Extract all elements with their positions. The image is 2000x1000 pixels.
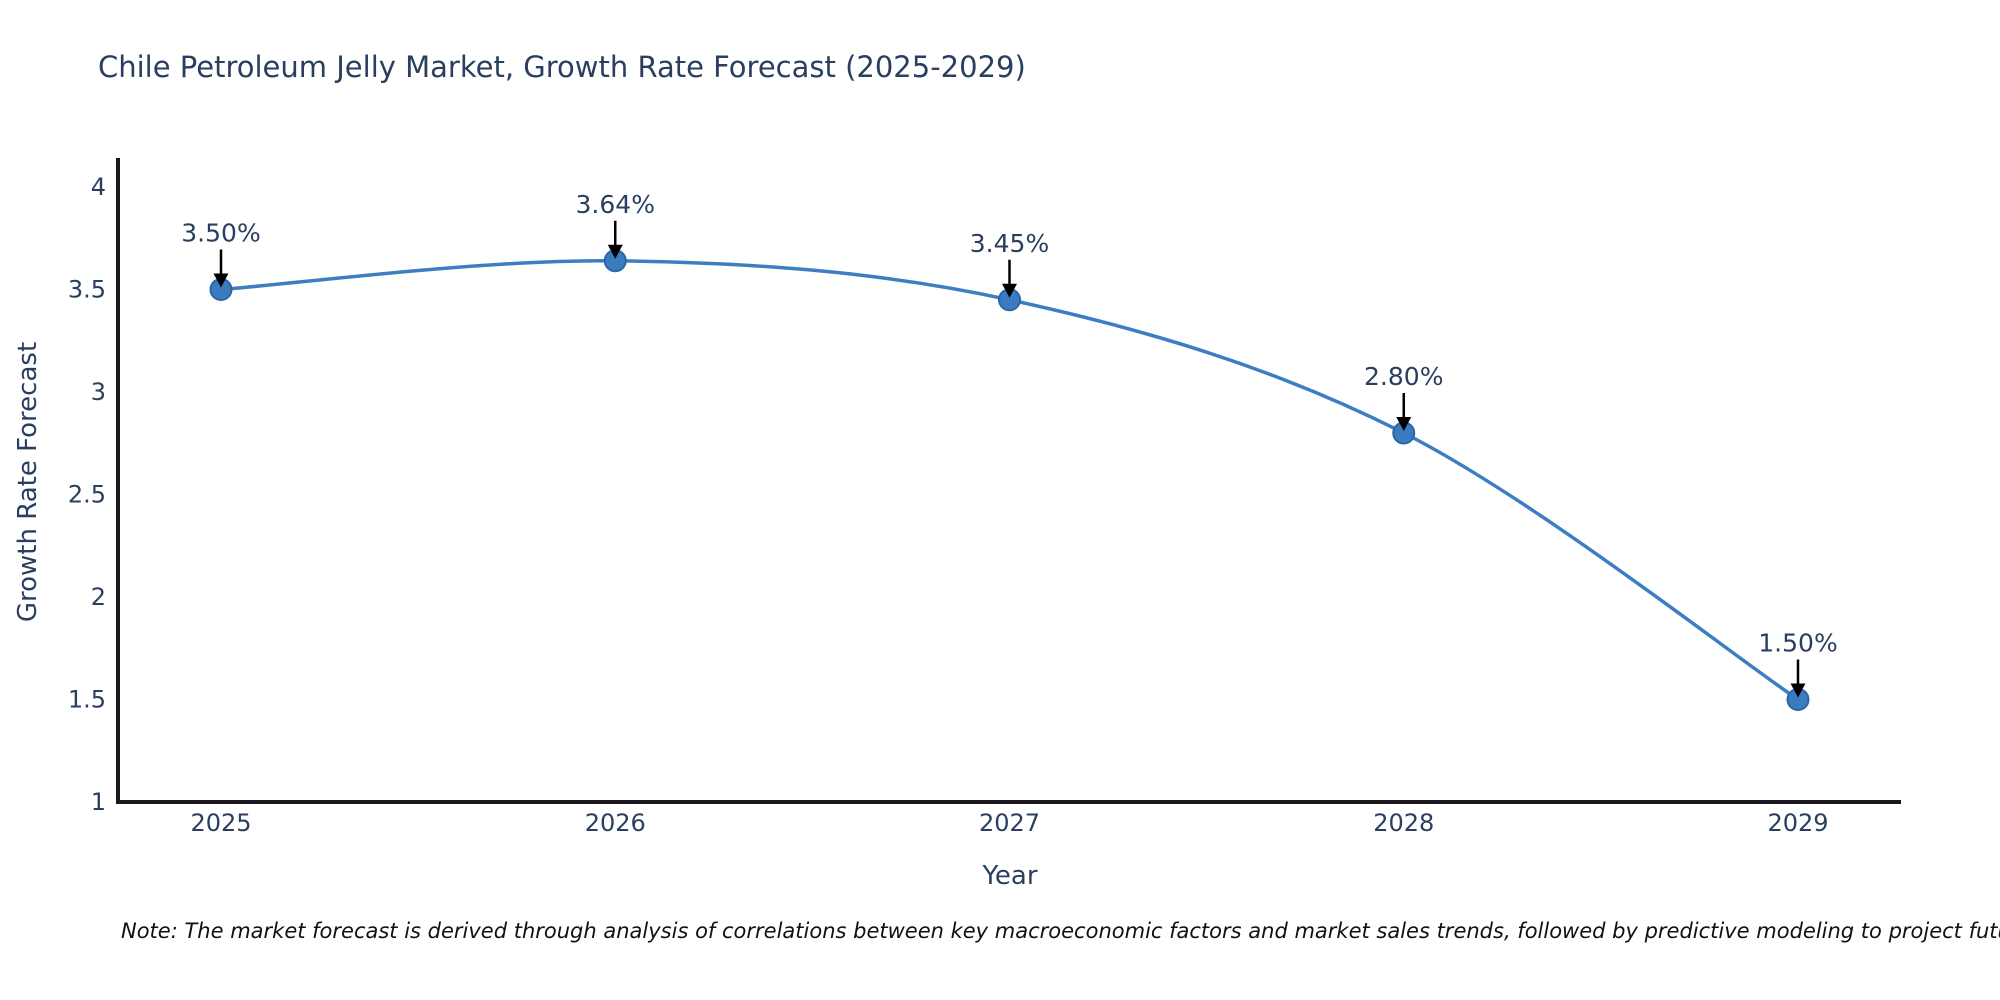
data-point-label: 3.64% (576, 190, 655, 219)
x-tick-label: 2027 (979, 809, 1040, 837)
annotation-arrowhead (1790, 683, 1806, 698)
forecast-line (220, 258, 1799, 701)
data-point-label: 3.50% (181, 219, 260, 248)
y-tick-label: 3 (91, 378, 106, 406)
y-tick-label: 1.5 (68, 686, 106, 714)
annotation-arrowhead (213, 273, 229, 288)
x-tick-label: 2029 (1767, 809, 1828, 837)
y-tick-label: 3.5 (68, 276, 106, 304)
y-tick-label: 1 (91, 788, 106, 816)
y-tick-label: 2.5 (68, 481, 106, 509)
data-point-label: 2.80% (1364, 362, 1443, 391)
x-tick-label: 2026 (585, 809, 646, 837)
data-point-label: 3.45% (970, 229, 1049, 258)
data-point-label: 1.50% (1758, 629, 1837, 658)
annotation-arrowhead (1396, 417, 1412, 431)
chart-title: Chile Petroleum Jelly Market, Growth Rat… (98, 50, 1026, 84)
x-tick-label: 2028 (1373, 809, 1434, 837)
annotation-arrowhead (607, 244, 623, 259)
annotation-arrowhead (1002, 283, 1017, 298)
footnote: Note: The market forecast is derived thr… (121, 919, 2000, 943)
y-tick-label: 2 (91, 583, 106, 611)
x-axis-title: Year (982, 861, 1038, 891)
y-tick-label: 4 (91, 173, 106, 201)
x-tick-label: 2025 (190, 809, 251, 837)
